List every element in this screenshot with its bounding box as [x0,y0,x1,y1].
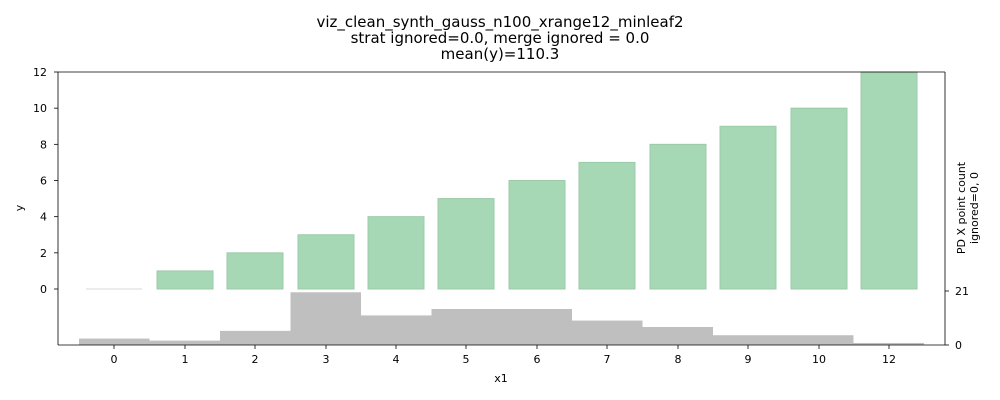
x-tick-label: 9 [745,353,752,366]
bar [649,143,707,290]
x-tick-label: 6 [534,353,541,366]
y-axis-label: y [13,204,26,211]
title-line: strat ignored=0.0, merge ignored = 0.0 [351,29,650,47]
histogram [79,292,924,345]
y-tick-label: 10 [33,102,47,115]
y-ticks: 0 2 4 6 8 10 12 [33,66,58,296]
title-line: viz_clean_synth_gauss_n100_xrange12_minl… [316,13,683,32]
axes [57,71,946,346]
x-axis-label: x1 [494,372,508,385]
x-tick-label: 4 [393,353,400,366]
x-tick-label: 1 [182,353,189,366]
right-tick-label: 0 [955,339,962,352]
histogram-bar [853,342,924,345]
histogram-bar [713,335,854,345]
right-tick-label: 21 [955,285,969,298]
right-axis-label: PD X point count ignored=0, 0 [955,161,981,254]
bar [790,107,848,290]
bar [437,198,495,290]
x-tick-label: 0 [111,353,118,366]
bar [367,216,425,290]
histogram-bar [220,330,291,345]
bar [578,161,636,290]
x-tick-label: 2 [252,353,259,366]
histogram-bar [149,340,220,345]
x-tick-label: 10 [812,353,826,366]
title-line: mean(y)=110.3 [441,45,560,63]
y-tick-label: 12 [33,66,47,79]
bars [86,71,918,290]
y-tick-label: 6 [40,175,47,188]
y-tick-label: 0 [40,283,47,296]
bar [226,252,284,290]
y-tick-label: 2 [40,247,47,260]
bar [860,71,918,290]
histogram-bar [79,338,150,345]
x-tick-label: 12 [882,353,896,366]
x-ticks: 0 1 2 3 4 5 6 7 8 9 10 12 [111,345,896,366]
x-tick-label: 5 [463,353,470,366]
histogram-bar [361,315,432,345]
bar [156,270,214,290]
chart-title: viz_clean_synth_gauss_n100_xrange12_minl… [316,13,683,63]
bar [508,180,566,290]
bar [297,234,355,290]
right-axis-label-line: ignored=0, 0 [968,172,981,244]
y-tick-label: 8 [40,138,47,151]
x-tick-label: 7 [604,353,611,366]
histogram-bar [290,292,361,345]
bar [719,125,777,290]
histogram-bar [431,309,572,345]
y-tick-label: 4 [40,211,47,224]
right-ticks: 0 21 [945,285,969,352]
right-axis-label-line: PD X point count [955,161,968,254]
x-tick-label: 8 [675,353,682,366]
histogram-bar [572,320,643,345]
x-tick-label: 3 [323,353,330,366]
histogram-bar [642,327,713,345]
